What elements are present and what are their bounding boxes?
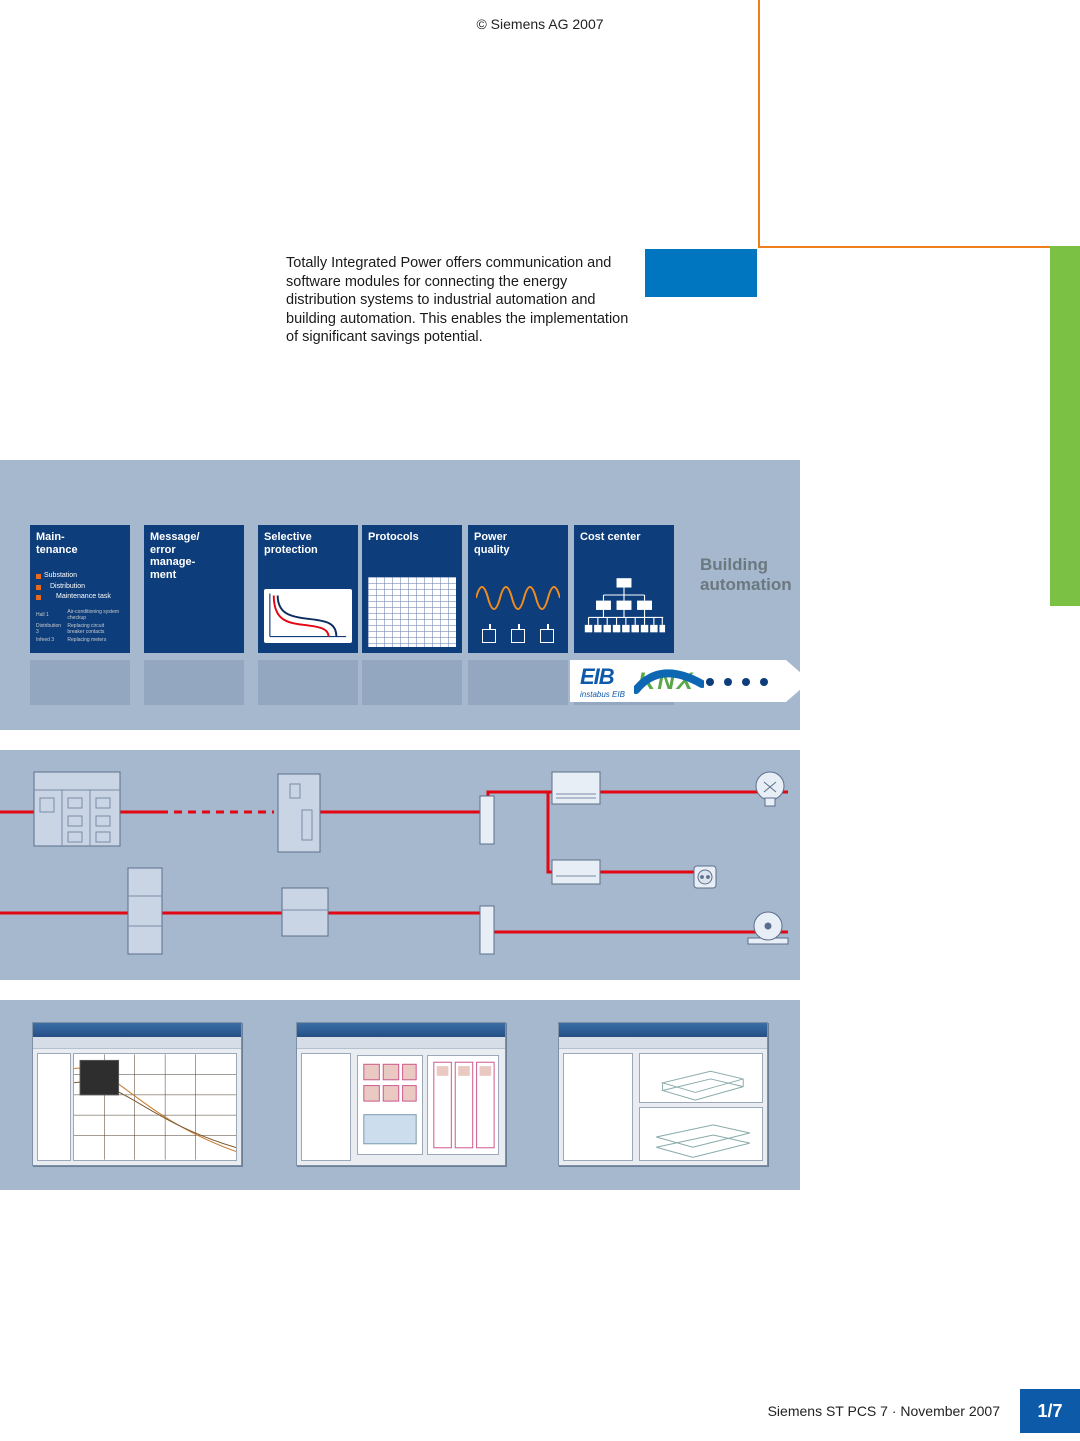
wiring-diagram <box>0 750 800 980</box>
motor-icon <box>748 912 788 944</box>
tile-selective-protection: Selective protection <box>258 525 358 653</box>
tile-title: Cost center <box>580 531 641 543</box>
tile-title: Main- tenance <box>36 531 78 556</box>
tile-shadow <box>258 660 358 705</box>
tile-cost-center: Cost center <box>574 525 674 653</box>
window-titlebar <box>297 1023 505 1037</box>
socket-icon <box>694 866 716 888</box>
window-toolbar <box>559 1037 767 1049</box>
tile-maintenance-body: Substation Distribution Maintenance task… <box>34 571 126 649</box>
tile-maintenance: Main- tenance Substation Distribution Ma… <box>30 525 130 653</box>
screenshot-1 <box>32 1022 242 1166</box>
bulb-icon <box>756 772 784 806</box>
sine-wave-icon <box>476 573 560 623</box>
tile-shadow <box>468 660 568 705</box>
tile-power-quality: Power quality <box>468 525 568 653</box>
tile-shadow <box>30 660 130 705</box>
cost-center-tree-icon <box>582 573 666 645</box>
tile-title: Selective protection <box>264 531 318 556</box>
capacitor-row-icon <box>482 629 554 643</box>
eib-logo-text: EIB <box>580 664 614 690</box>
page-number-chip: 1/7 <box>1020 1389 1080 1433</box>
panel-a <box>357 1055 423 1155</box>
iso-pane-a <box>639 1053 763 1103</box>
protection-curve-box <box>264 589 352 643</box>
tile-shadow <box>144 660 244 705</box>
maintenance-table: Hall 1Air-conditioning system checkup Di… <box>34 607 126 645</box>
window-titlebar <box>559 1023 767 1037</box>
tree-pane <box>563 1053 633 1161</box>
accent-block <box>645 249 757 297</box>
tile-title: Protocols <box>368 531 419 543</box>
tile-protocols: Protocols <box>362 525 462 653</box>
maintenance-tree: Substation Distribution Maintenance task <box>34 571 126 603</box>
tree-pane <box>37 1053 71 1161</box>
protection-curve-icon <box>264 589 352 643</box>
screenshot-3 <box>558 1022 768 1166</box>
iso-pane-b <box>639 1107 763 1161</box>
tree-pane <box>301 1053 351 1161</box>
protocols-grid-icon <box>368 577 456 647</box>
divider-vertical <box>758 0 760 248</box>
tile-shadow <box>362 660 462 705</box>
tree-item: Substation <box>34 571 126 582</box>
intro-paragraph: Totally Integrated Power offers communic… <box>286 254 631 347</box>
screenshot-2 <box>296 1022 506 1166</box>
tree-item: Distribution <box>34 582 126 593</box>
knx-swoosh-icon <box>634 666 704 698</box>
plot-pane <box>73 1053 237 1161</box>
window-titlebar <box>33 1023 241 1037</box>
copyright-text: © Siemens AG 2007 <box>0 16 1080 32</box>
section-wiring <box>0 750 800 980</box>
tree-item: Maintenance task <box>34 592 126 603</box>
building-automation-label: Building automation <box>700 555 792 594</box>
eib-subtext: instabus EIB <box>580 690 625 699</box>
window-toolbar <box>33 1037 241 1049</box>
side-accent-bar <box>1050 246 1080 606</box>
panel-b <box>427 1055 499 1155</box>
window-toolbar <box>297 1037 505 1049</box>
tile-message-error: Message/ error manage- ment <box>144 525 244 653</box>
footer-text: Siemens ST PCS 7 · November 2007 <box>768 1403 1000 1419</box>
divider-horizontal <box>758 246 1080 248</box>
tile-title: Message/ error manage- ment <box>150 531 200 581</box>
bus-dots <box>706 678 768 686</box>
tile-title: Power quality <box>474 531 509 556</box>
